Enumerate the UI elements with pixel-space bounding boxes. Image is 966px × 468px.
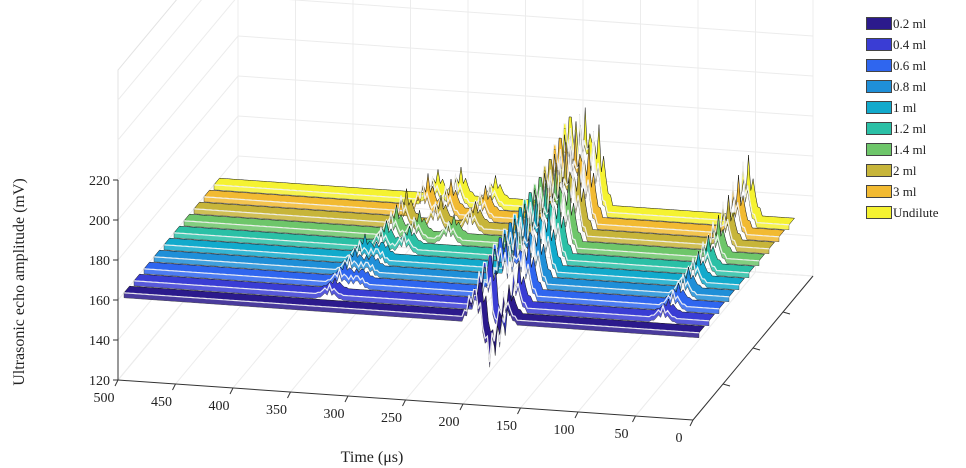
x-axis-label: Time (μs) [341,449,404,466]
legend-swatch [866,164,892,177]
floor-grid-line [405,255,526,401]
legend-swatch [866,185,892,198]
legend: 0.2 ml 0.4 ml 0.6 ml 0.8 ml 1 ml 1.2 ml 1.4 ml… [866,13,966,223]
x-tick-mark [574,411,579,419]
x-tick-mark [632,415,636,423]
grid-line-h [117,35,814,181]
z-tick-label: 200 [89,214,110,229]
z-axis-label: Ultrasonic echo amplitude (mV) [11,178,28,386]
x-tick-mark [114,379,119,387]
grid-line-h [117,0,814,141]
series-ribbon [133,255,715,348]
x-tick-mark [402,399,406,407]
z-tick-label: 160 [89,294,110,309]
series-layer [123,107,795,368]
legend-label: 0.8 ml [893,78,927,94]
legend-label: 0.4 ml [893,36,927,52]
x-tick-mark [344,395,349,403]
x-tick-label: 300 [324,407,345,422]
series-line [213,114,790,226]
z-tick-label: 180 [89,254,110,269]
legend-item: 1.4 ml [866,139,966,160]
x-tick-label: 500 [94,391,115,406]
legend-label: 2 ml [893,162,917,178]
legend-swatch [866,143,892,156]
legend-label: 1.4 ml [893,141,927,157]
legend-item: 2 ml [866,160,966,181]
grid-line-h [117,0,202,101]
legend-swatch [866,122,892,135]
x-tick-mark [689,419,694,427]
legend-item: 0.4 ml [866,34,966,55]
x-tick-mark [229,387,234,395]
legend-label: 3 ml [893,183,917,199]
legend-swatch [866,59,892,72]
legend-swatch [866,17,892,30]
legend-label: Undilute [893,204,939,220]
grid-line-h [117,115,814,261]
x-tick-mark [459,403,464,411]
legend-label: 1.2 ml [893,120,927,136]
grid-line-h [117,75,814,221]
x-tick-label: 350 [266,403,287,418]
x-tick-mark [287,391,291,399]
legend-item: 1.2 ml [866,118,966,139]
series-line [123,288,700,363]
series-line [163,206,740,286]
z-tick-label: 140 [89,334,110,349]
x-tick-label: 200 [439,415,460,430]
x-tick-label: 400 [209,399,230,414]
x-tick-mark [172,383,176,391]
floor-grid-line [635,271,756,417]
x-tick-label: 150 [496,419,517,434]
depth-tick [722,383,731,387]
x-tick-label: 50 [615,427,629,442]
legend-label: 0.2 ml [893,15,927,31]
legend-item: Undilute [866,202,966,223]
legend-label: 0.6 ml [893,57,927,73]
series-line [153,222,730,298]
legend-item: 0.6 ml [866,55,966,76]
legend-swatch [866,38,892,51]
series-line [143,243,720,310]
z-tick-label: 120 [89,374,110,389]
legend-item: 0.2 ml [866,13,966,34]
series-line [173,190,750,274]
depth-tick [782,311,791,315]
legend-item: 1 ml [866,97,966,118]
depth-tick [752,347,761,351]
x-tick-label: 0 [676,431,683,446]
legend-swatch [866,101,892,114]
x-tick-mark [517,407,521,415]
series-ribbon [123,282,705,368]
x-tick-label: 100 [554,423,575,438]
x-tick-label: 450 [151,395,172,410]
legend-item: 3 ml [866,181,966,202]
legend-label: 1 ml [893,99,917,115]
series-line [193,158,770,250]
legend-item: 0.8 ml [866,76,966,97]
ticks-layer: 500 450 400 350 300 250 200 150 100 50 01201401601… [89,174,694,446]
legend-swatch [866,206,892,219]
z-tick-label: 220 [89,174,110,189]
x-tick-label: 250 [381,411,402,426]
series-line [133,261,710,343]
legend-swatch [866,80,892,93]
series-line [183,174,760,262]
series-line [203,138,780,238]
